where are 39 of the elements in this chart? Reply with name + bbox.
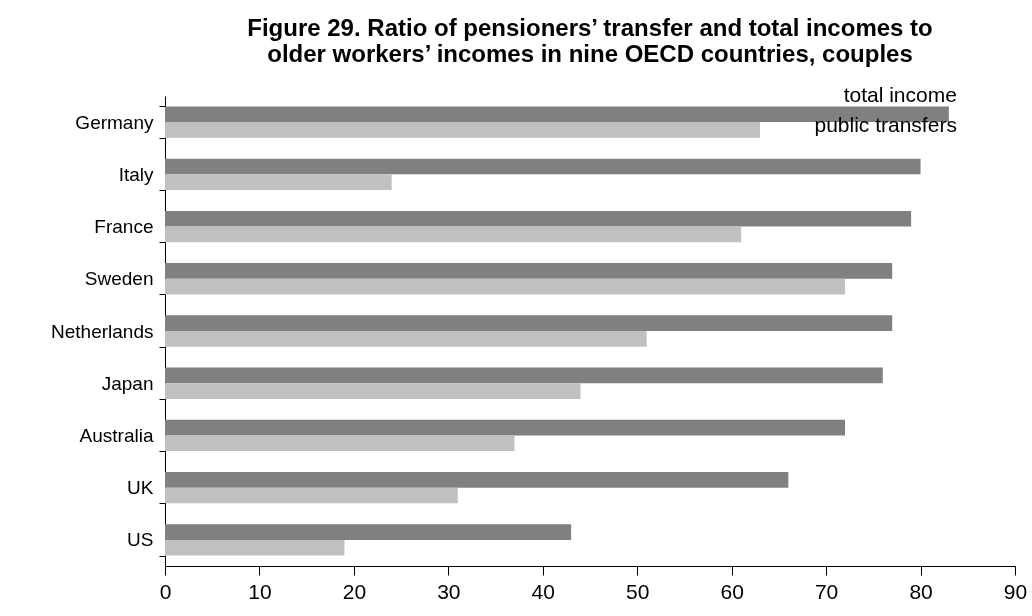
bar — [165, 122, 760, 138]
bar — [165, 419, 845, 436]
x-tick-label: 70 — [814, 579, 839, 603]
x-tick-label: 20 — [342, 579, 367, 603]
bar — [165, 263, 893, 279]
y-tick-label: UK — [127, 477, 154, 499]
bar — [165, 315, 893, 331]
y-tick-label: Sweden — [84, 268, 154, 290]
text: public transfers — [814, 113, 957, 137]
bar — [165, 524, 572, 540]
bar — [165, 472, 789, 488]
x-tick-label: 40 — [531, 579, 555, 603]
bar — [165, 331, 647, 347]
y-tick-label: US — [127, 529, 154, 551]
x-tick-label: 50 — [626, 579, 650, 603]
bar — [165, 210, 912, 227]
x-tick-label: 80 — [909, 579, 933, 603]
x-tick-label: 30 — [437, 579, 461, 603]
y-tick-label: Australia — [79, 424, 154, 446]
bar — [165, 158, 921, 175]
bar — [165, 367, 883, 384]
y-tick-label: France — [94, 216, 154, 238]
bar — [165, 539, 345, 556]
x-tick-label: 60 — [720, 579, 744, 603]
bar — [165, 383, 581, 399]
y-tick-label: Germany — [75, 111, 154, 133]
y-tick-label: Netherlands — [51, 320, 154, 342]
bar — [165, 487, 458, 504]
y-tick-label: Japan — [101, 372, 154, 394]
bar — [165, 435, 515, 452]
x-tick-label: 10 — [248, 579, 272, 603]
chart-title: Figure 29. Ratio of pensioners’ transfer and total incomes to older workers’ incomes in nine OECD countries, couples — [247, 14, 933, 68]
y-tick-label: Italy — [118, 163, 154, 185]
bar — [165, 226, 742, 243]
x-tick-label: 90 — [1003, 579, 1028, 603]
bar — [165, 174, 392, 190]
x-tick-label: 0 — [159, 579, 172, 603]
bar — [165, 278, 845, 295]
series-label: total income — [843, 83, 957, 107]
